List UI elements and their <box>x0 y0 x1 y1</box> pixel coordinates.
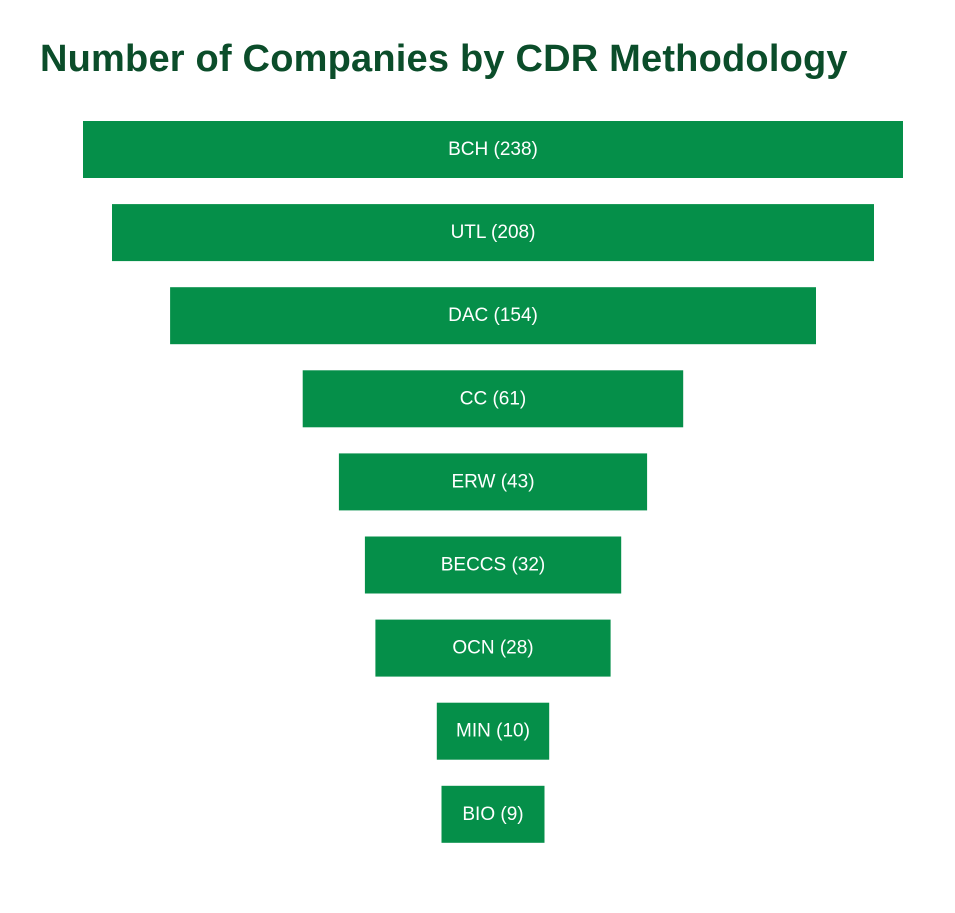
funnel-bar-dac <box>170 287 817 345</box>
funnel-bar-utl <box>112 204 874 262</box>
bar-label-cc: CC (61) <box>460 388 527 409</box>
bar-label-min: MIN (10) <box>456 721 530 742</box>
funnel-bar-bch <box>83 121 903 178</box>
bar-label-utl: UTL (208) <box>451 222 536 243</box>
funnel-bar-beccs <box>364 536 622 594</box>
bar-label-ocn: OCN (28) <box>452 638 533 659</box>
bar-label-dac: DAC (154) <box>448 305 538 326</box>
bar-label-bio: BIO (9) <box>462 804 523 825</box>
funnel-bar-min <box>436 702 550 760</box>
bar-label-beccs: BECCS (32) <box>441 555 546 576</box>
funnel-bar-bio <box>441 785 545 843</box>
chart-title: Number of Companies by CDR Methodology <box>40 38 848 80</box>
funnel-bar-cc <box>302 370 684 428</box>
bar-label-erw: ERW (43) <box>451 471 534 492</box>
funnel-bar-ocn <box>375 619 611 677</box>
funnel-bar-erw <box>338 453 648 511</box>
bar-label-bch: BCH (238) <box>448 139 538 160</box>
